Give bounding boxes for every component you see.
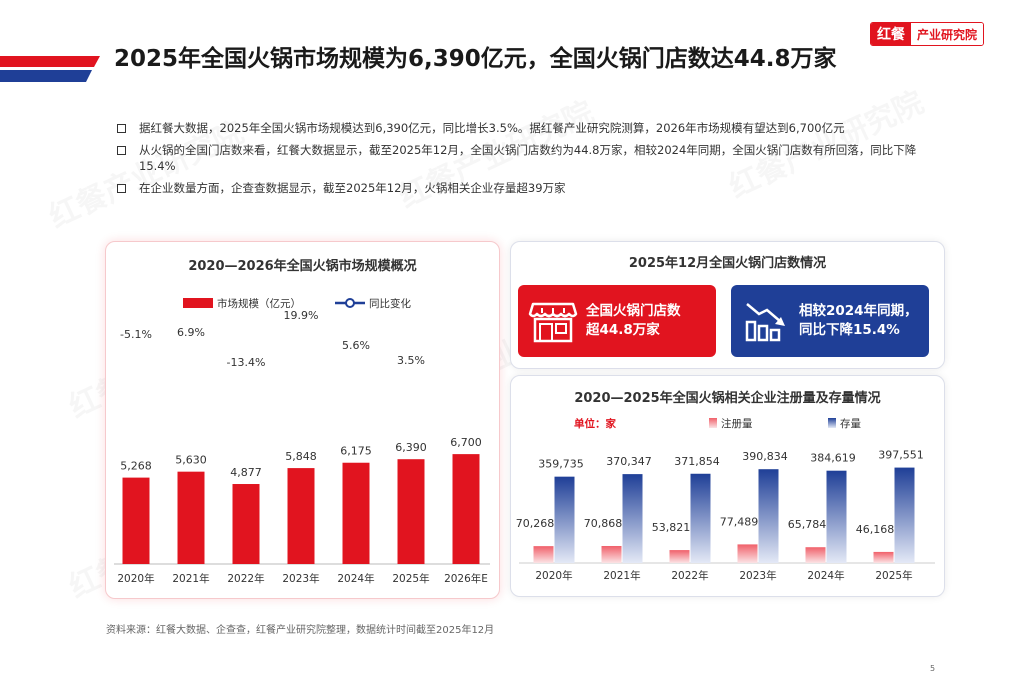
header-stripes [0,56,100,82]
market-size-value-label: 6,175 [340,445,372,458]
x-tick-label: 2020年 [117,572,154,585]
storefront-icon [528,302,578,343]
x-tick-label: 2021年 [172,572,209,585]
stock-value-label: 371,854 [674,455,720,468]
x-tick-label: 2022年 [227,572,264,585]
market-size-bar [287,468,315,564]
stock-value-label: 384,619 [810,452,856,465]
store-count-text: 全国火锅门店数 超44.8万家 [586,303,681,338]
legend-swatch-registrations [709,418,717,428]
unit-label: 单位：家 [574,417,616,430]
market-size-bar [342,462,370,564]
x-tick-label: 2026年E [444,572,488,585]
market-size-bar [177,471,205,564]
registrations-value-label: 70,868 [584,517,623,530]
market-size-bar [397,459,425,564]
x-tick-label: 2023年 [739,569,776,582]
registrations-bar [873,551,894,563]
stock-bar [554,476,575,563]
stock-bar [690,473,711,563]
bullet-list: 据红餐大数据，2025年全国火锅市场规模达到6,390亿元，同比增长3.5%。据… [117,120,927,202]
registrations-bar [601,545,622,563]
market-size-value-label: 4,877 [230,466,262,479]
yoy-change-value-label: -5.1% [120,328,152,341]
yoy-change-value-label: 5.6% [342,339,370,352]
stock-value-label: 390,834 [742,450,788,463]
yoy-change-box: 相较2024年同期， 同比下降15.4% [731,285,929,357]
stock-value-label: 397,551 [878,449,924,462]
store-count-box: 全国火锅门店数 超44.8万家 [518,285,716,357]
legend-label-market-size: 市场规模（亿元） [217,297,301,310]
market-size-bar [232,484,260,564]
registrations-value-label: 65,784 [788,518,827,531]
x-tick-label: 2025年 [392,572,429,585]
market-size-value-label: 6,700 [450,436,482,449]
page-number: 5 [930,664,936,673]
legend-label-yoy: 同比变化 [369,297,411,310]
yoy-change-value-label: -13.4% [227,356,266,369]
stock-value-label: 370,347 [606,455,652,468]
market-size-card: 2020—2026年全国火锅市场规模概况 市场规模（亿元） 同比变化 5,268 20… [105,241,500,599]
yoy-change-value-label: 19.9% [284,309,319,322]
enterprise-card: 2020—2025年全国火锅相关企业注册量及存量情况 单位：家 注册量 存量 70,2… [510,375,945,597]
bullet-item: 据红餐大数据，2025年全国火锅市场规模达到6,390亿元，同比增长3.5%。据… [117,120,927,136]
logo-mark: 红餐 [870,23,911,45]
market-size-value-label: 5,268 [120,460,152,473]
store-count-card: 2025年12月全国火锅门店数情况 全国火锅门店数 超44.8万家 相较2024… [510,241,945,369]
registrations-bar [737,544,758,563]
enterprise-chart-title: 2020—2025年全国火锅相关企业注册量及存量情况 [574,391,881,406]
market-size-chart: 市场规模（亿元） 同比变化 5,268 2020年 5,630 2021年 4,877 202… [114,297,490,585]
stock-bar [826,470,847,563]
market-size-value-label: 6,390 [395,441,427,454]
stock-value-label: 359,735 [538,458,584,471]
x-tick-label: 2020年 [535,569,572,582]
market-size-value-label: 5,630 [175,454,207,467]
stock-bar [894,467,915,563]
yoy-change-value-label: 6.9% [177,326,205,339]
bullet-item: 从火锅的全国门店数来看，红餐大数据显示，截至2025年12月，全国火锅门店数约为… [117,142,927,174]
yoy-change-value-label: 3.5% [397,354,425,367]
page-title: 2025年全国火锅市场规模为6,390亿元，全国火锅门店数达44.8万家 [114,46,837,72]
brand-logo: 红餐 产业研究院 [869,22,984,46]
source-note: 资料来源：红餐大数据、企查查，红餐产业研究院整理，数据统计时间截至2025年12… [106,625,495,636]
stock-bar [622,474,643,563]
legend-label-stock: 存量 [840,417,861,430]
legend-swatch-market-size [183,298,213,308]
logo-text: 产业研究院 [910,23,983,45]
stock-bar [758,469,779,563]
store-count-title: 2025年12月全国火锅门店数情况 [628,256,827,271]
market-size-chart-title: 2020—2026年全国火锅市场规模概况 [188,259,417,274]
market-size-bar [452,454,480,564]
market-size-bar [122,477,150,564]
registrations-value-label: 46,168 [856,523,895,536]
registrations-bar [805,547,826,563]
x-tick-label: 2021年 [603,569,640,582]
legend-label-registrations: 注册量 [721,417,753,430]
x-tick-label: 2024年 [337,572,374,585]
registrations-bar [533,546,554,563]
bullet-item: 在企业数量方面，企查查数据显示，截至2025年12月，火锅相关企业存量超39万家 [117,180,927,196]
x-tick-label: 2022年 [671,569,708,582]
legend-swatch-stock [828,418,836,428]
declining-bar-chart-icon [745,303,785,342]
yoy-change-text: 相较2024年同期， 同比下降15.4% [799,303,918,338]
market-size-value-label: 5,848 [285,450,317,463]
x-tick-label: 2023年 [282,572,319,585]
registrations-value-label: 53,821 [652,521,691,534]
registrations-value-label: 70,268 [516,517,555,530]
registrations-bar [669,550,690,563]
x-tick-label: 2024年 [807,569,844,582]
x-tick-label: 2025年 [875,569,912,582]
enterprise-chart: 单位：家 注册量 存量 70,268 359,735 2020年 70,868 370,347… [516,417,935,582]
legend-swatch-yoy-marker [345,298,355,308]
registrations-value-label: 77,489 [720,515,759,528]
